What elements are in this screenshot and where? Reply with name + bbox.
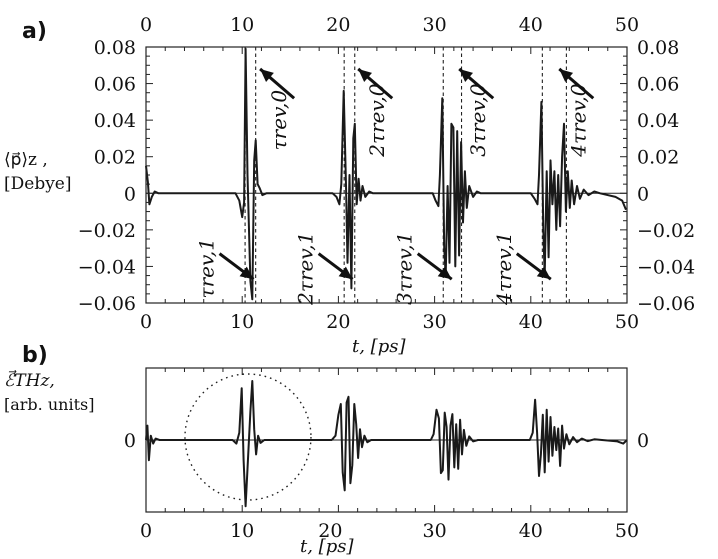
y-axis-label-line2: [arb. units] bbox=[4, 395, 94, 414]
panel-b-label: b) bbox=[22, 343, 48, 368]
panel-b: b) 0 10 20 30 40 50 0 0 ℰ⃗THz, [arb. units] t… bbox=[4, 343, 649, 557]
arrow-head bbox=[338, 266, 353, 280]
arrow-head bbox=[559, 68, 574, 82]
y-tick-label: 0.06 bbox=[94, 74, 136, 96]
y-axis-label-line1: ⟨p⃗⟩z , bbox=[4, 150, 48, 170]
y-tick-label: −0.02 bbox=[78, 220, 136, 242]
x-axis-label: t, [ps] bbox=[352, 336, 406, 357]
left-y-tick-labels: 0 bbox=[124, 430, 136, 452]
right-y-tick-labels: 0 bbox=[637, 430, 649, 452]
x-tick-label: 30 bbox=[423, 14, 447, 36]
revival-annotation: 4τrev,0 bbox=[566, 83, 590, 157]
x-tick-label: 30 bbox=[423, 311, 447, 333]
revival-annotation: 3τrev,1 bbox=[393, 232, 417, 305]
arrow-head bbox=[239, 266, 254, 280]
panel-a-label: a) bbox=[22, 19, 47, 44]
revival-annotation: 2τrev,1 bbox=[294, 232, 318, 306]
y-tick-label: 0.02 bbox=[637, 147, 679, 169]
x-tick-label: 30 bbox=[423, 520, 447, 542]
y-tick-label: −0.02 bbox=[637, 220, 695, 242]
y-tick-label: 0 bbox=[637, 430, 649, 452]
x-tick-label: 10 bbox=[230, 14, 254, 36]
dipole-moment-trace bbox=[145, 47, 627, 301]
x-tick-label: 0 bbox=[140, 520, 152, 542]
y-tick-label: 0 bbox=[637, 183, 649, 205]
x-tick-label: 10 bbox=[230, 520, 254, 542]
arrow-head bbox=[437, 266, 452, 280]
y-tick-label: 0.06 bbox=[637, 74, 679, 96]
x-axis-label: t, [ps] bbox=[300, 536, 354, 557]
x-tick-label: 50 bbox=[615, 14, 639, 36]
arrow-head bbox=[459, 68, 473, 82]
arrow-head bbox=[260, 68, 274, 82]
tick-marks bbox=[145, 368, 628, 512]
y-tick-label: 0.04 bbox=[94, 110, 136, 132]
revival-annotation: 4τrev,1 bbox=[492, 232, 516, 306]
arrow-head bbox=[536, 266, 551, 280]
x-tick-label: 10 bbox=[230, 311, 254, 333]
x-tick-label: 20 bbox=[326, 311, 350, 333]
y-tick-label: 0.08 bbox=[637, 37, 679, 59]
y-tick-label: −0.06 bbox=[78, 293, 136, 315]
x-tick-label: 50 bbox=[615, 520, 639, 542]
tick-marks bbox=[145, 46, 628, 304]
y-axis-label-line1: ℰ⃗THz, bbox=[4, 370, 55, 391]
right-y-tick-labels: 0.08 0.06 0.04 0.02 0 −0.02 −0.04 −0.06 bbox=[637, 37, 695, 315]
revival-arrows: τrev,0 2τrev,0 3τrev,0 4τrev,0 τrev,1 2τrev,1… bbox=[195, 67, 595, 306]
x-tick-label: 0 bbox=[140, 311, 152, 333]
panel-a: a) 0 10 20 30 40 50 0 10 20 30 40 50 0.080.060.040… bbox=[4, 14, 695, 357]
y-tick-label: 0 bbox=[124, 183, 136, 205]
revival-annotation: 2τrev,0 bbox=[365, 83, 389, 157]
x-tick-label: 20 bbox=[318, 520, 342, 542]
x-tick-label: 40 bbox=[519, 311, 543, 333]
revival-annotation: 3τrev,0 bbox=[466, 83, 490, 156]
top-x-tick-labels: 0 10 20 30 40 50 bbox=[140, 14, 639, 36]
x-tick-label: 50 bbox=[615, 311, 639, 333]
arrow-head bbox=[358, 68, 372, 82]
thz-field-trace bbox=[145, 380, 628, 508]
y-tick-label: −0.06 bbox=[637, 293, 695, 315]
x-tick-label: 40 bbox=[519, 520, 543, 542]
bottom-x-tick-labels: 0 10 20 30 40 50 bbox=[140, 311, 639, 333]
x-tick-label: 0 bbox=[140, 14, 152, 36]
highlight-circle bbox=[184, 373, 312, 501]
bottom-x-tick-labels: 0 10 20 30 40 50 bbox=[140, 520, 639, 542]
left-y-tick-labels: 0.08 0.06 0.04 0.02 0 −0.02 −0.04 −0.06 bbox=[78, 37, 136, 315]
y-tick-label: 0.08 bbox=[94, 37, 136, 59]
x-tick-label: 20 bbox=[326, 14, 350, 36]
y-axis-label-line2: [Debye] bbox=[4, 174, 72, 194]
y-tick-label: 0.02 bbox=[94, 147, 136, 169]
revival-annotation: τrev,1 bbox=[195, 238, 219, 298]
y-tick-label: −0.04 bbox=[78, 256, 136, 278]
y-tick-label: 0 bbox=[124, 430, 136, 452]
x-tick-label: 40 bbox=[519, 14, 543, 36]
revival-annotation: τrev,0 bbox=[267, 90, 291, 151]
y-tick-label: −0.04 bbox=[637, 256, 695, 278]
y-tick-label: 0.04 bbox=[637, 110, 679, 132]
